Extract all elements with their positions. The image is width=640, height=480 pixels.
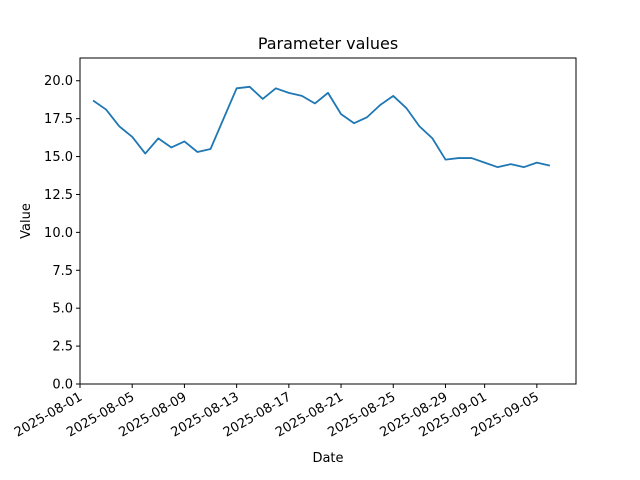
y-tick-label: 5.0	[52, 302, 73, 317]
y-tick-label: 12.5	[44, 188, 73, 203]
data-line	[92, 85, 551, 169]
y-tick-label: 20.0	[44, 74, 73, 89]
y-tick-label: 15.0	[44, 150, 73, 165]
y-tick-label: 0.0	[52, 378, 73, 393]
y-tick-label: 17.5	[44, 112, 73, 127]
x-axis-label: Date	[312, 451, 343, 466]
y-tick-label: 7.5	[52, 264, 73, 279]
plot-frame	[79, 57, 577, 385]
y-tick-label: 2.5	[52, 340, 73, 355]
y-tick-label: 10.0	[44, 226, 73, 241]
chart-title: Parameter values	[258, 34, 398, 53]
y-axis-label: Value	[19, 203, 34, 239]
